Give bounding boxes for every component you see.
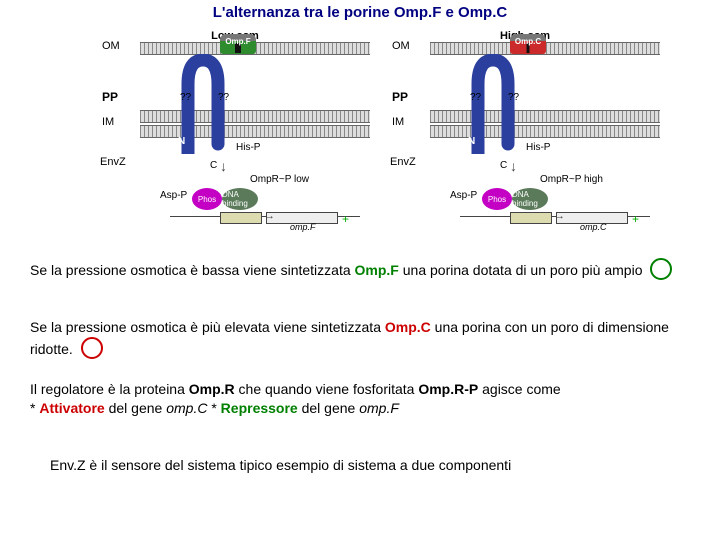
his-p-label: His-P (236, 142, 260, 153)
arrow-down-icon: ↓ (510, 158, 517, 174)
n-terminus: N (468, 136, 475, 147)
pp-label: PP (392, 90, 408, 104)
porin-label: Omp.C (510, 37, 546, 46)
dna-binding-domain: DNA binding (222, 188, 258, 210)
porin-label: Omp.F (220, 37, 256, 46)
gene-promoter-box (220, 212, 262, 224)
pp-label: PP (102, 90, 118, 104)
plus-icon: + (342, 212, 349, 226)
text: una porina dotata di un poro più ampio (399, 262, 643, 278)
envz-protein (178, 54, 228, 154)
paragraph-envz: Env.Z è il sensore del sistema tipico es… (50, 456, 650, 475)
text: Se la pressione osmotica è più elevata v… (30, 319, 385, 335)
question-marks: ?? (470, 92, 481, 103)
text: Se la pressione osmotica è bassa viene s… (30, 262, 355, 278)
ompr-p-label: OmpR~P high (540, 174, 603, 185)
inner-membrane (140, 110, 370, 134)
pore-small-icon (81, 337, 103, 359)
slide: L'alternanza tra le porine Omp.F e Omp.C… (0, 0, 720, 540)
om-label: OM (102, 40, 120, 52)
im-label: IM (392, 116, 404, 128)
question-marks: ?? (508, 92, 519, 103)
arrow-down-icon: ↓ (220, 158, 227, 174)
text: agisce come (478, 381, 560, 397)
envz-label: EnvZ (100, 156, 126, 168)
gene-label: omp.F (290, 222, 316, 232)
paragraph-low-osm: Se la pressione osmotica è bassa viene s… (30, 258, 690, 280)
question-marks: ?? (180, 92, 191, 103)
gene-ompc: omp.C (166, 400, 207, 416)
highlight-repressor: Repressore (221, 400, 298, 416)
porin-ompf: Omp.F (220, 34, 256, 54)
porin-ompc: Omp.C (510, 34, 546, 54)
c-terminus: C (500, 160, 507, 171)
asp-p-label: Asp-P (160, 190, 187, 201)
gene-promoter-box (510, 212, 552, 224)
diagram-high-osm: High osm OM PP IM EnvZ Omp.C N C His-P ?… (390, 30, 660, 230)
envz-label: EnvZ (390, 156, 416, 168)
text: * (30, 400, 39, 416)
diagram-low-osm: Low osm OM PP IM EnvZ Omp.F N C His-P ??… (100, 30, 370, 230)
his-p-label: His-P (526, 142, 550, 153)
im-label: IM (102, 116, 114, 128)
text: del gene (298, 400, 360, 416)
phos-domain: Phos (192, 188, 222, 210)
highlight-ompr-p: Omp.R-P (418, 381, 478, 397)
paragraph-high-osm: Se la pressione osmotica è più elevata v… (30, 318, 690, 359)
transcription-arrow-icon: → (554, 210, 565, 222)
transcription-arrow-icon: → (264, 210, 275, 222)
highlight-ompr: Omp.R (189, 381, 235, 397)
om-label: OM (392, 40, 410, 52)
envz-protein (468, 54, 518, 154)
text: * (207, 400, 220, 416)
phos-domain: Phos (482, 188, 512, 210)
highlight-activator: Attivatore (39, 400, 104, 416)
question-marks: ?? (218, 92, 229, 103)
text: del gene (105, 400, 167, 416)
text: Il regolatore è la proteina (30, 381, 189, 397)
text: che quando viene fosforitata (235, 381, 419, 397)
c-terminus: C (210, 160, 217, 171)
paragraph-regulator: Il regolatore è la proteina Omp.R che qu… (30, 380, 690, 418)
n-terminus: N (178, 136, 185, 147)
gene-ompf: omp.F (359, 400, 399, 416)
highlight-ompf: Omp.F (355, 262, 399, 278)
gene-label: omp.C (580, 222, 607, 232)
pore-large-icon (650, 258, 672, 280)
plus-icon: + (632, 212, 639, 226)
slide-title: L'alternanza tra le porine Omp.F e Omp.C (0, 4, 720, 21)
dna-binding-domain: DNA binding (512, 188, 548, 210)
asp-p-label: Asp-P (450, 190, 477, 201)
inner-membrane (430, 110, 660, 134)
ompr-p-label: OmpR~P low (250, 174, 309, 185)
highlight-ompc: Omp.C (385, 319, 431, 335)
